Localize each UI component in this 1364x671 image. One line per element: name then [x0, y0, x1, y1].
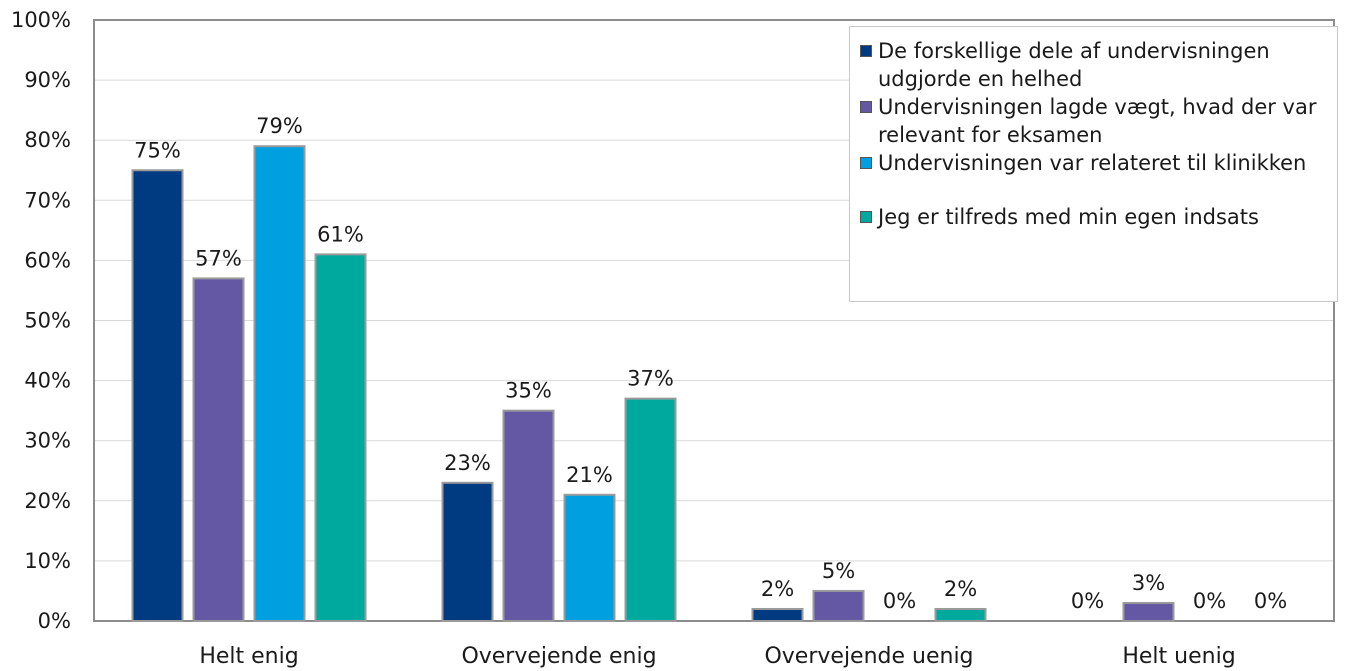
bar — [1122, 601, 1175, 622]
plot-area-border — [93, 19, 1335, 622]
x-category-label: Overvejende uenig — [764, 644, 973, 669]
bar — [624, 397, 677, 622]
bar — [131, 169, 184, 622]
bar-value-label: 57% — [195, 246, 242, 270]
bar — [502, 409, 555, 622]
bar-value-label: 0% — [883, 589, 916, 613]
legend-item-2: Undervisningen lagde vægt, hvad der var … — [858, 93, 1331, 149]
bar-series: 75% 57% 79% 61% 23% 35% 21% 37% 2% 5% 0% 2% 0% 3% 0% 0% — [131, 114, 1287, 623]
bar-value-label: 79% — [256, 114, 303, 138]
legend-label-3: Undervisningen var relateret til klinikk… — [878, 151, 1307, 175]
x-category-label: Helt uenig — [1122, 644, 1235, 669]
y-tick-label: 50% — [24, 309, 71, 333]
legend-swatch-2 — [860, 101, 872, 113]
bar-value-label: 23% — [444, 451, 491, 475]
bar-value-label: 3% — [1132, 571, 1165, 595]
y-tick-label: 40% — [24, 369, 71, 393]
bar-value-label: 21% — [566, 463, 613, 487]
bar-value-label: 35% — [505, 379, 552, 403]
bar-value-label: 0% — [1254, 589, 1287, 613]
bar-value-label: 2% — [944, 577, 977, 601]
y-tick-label: 80% — [24, 128, 71, 152]
legend-item-4: Jeg er tilfreds med min egen indsats — [858, 203, 1331, 231]
legend-swatch-4 — [860, 211, 872, 223]
x-category-label: Helt enig — [199, 644, 298, 669]
bar-value-label: 0% — [1193, 589, 1226, 613]
legend-item-1: De forskellige dele af undervisningen ud… — [858, 37, 1331, 93]
y-tick-label: 30% — [24, 429, 71, 453]
y-tick-label: 0% — [38, 609, 71, 633]
bar-value-label: 61% — [317, 222, 364, 246]
bar — [934, 607, 987, 622]
legend-label-2: Undervisningen lagde vægt, hvad der var … — [878, 95, 1317, 147]
x-axis-labels: Helt enig Overvejende enig Overvejende uen… — [199, 644, 1235, 669]
legend-label-4: Jeg er tilfreds med min egen indsats — [878, 205, 1259, 229]
y-tick-label: 90% — [24, 68, 71, 92]
y-tick-label: 100% — [11, 8, 71, 32]
bar-value-label: 2% — [761, 577, 794, 601]
bar-value-label: 37% — [627, 367, 674, 391]
y-axis-ticks: 0% 10% 20% 30% 40% 50% 60% 70% 80% 90% 100% — [11, 8, 71, 633]
x-category-label: Overvejende enig — [461, 644, 656, 669]
legend-label-1: De forskellige dele af undervisningen ud… — [878, 39, 1270, 91]
bar — [751, 607, 804, 622]
bar-value-label: 5% — [822, 559, 855, 583]
bar — [812, 589, 865, 623]
bar — [253, 145, 306, 623]
legend-swatch-3 — [860, 157, 872, 169]
bar-value-label: 75% — [134, 138, 181, 162]
legend-item-3: Undervisningen var relateret til klinikk… — [858, 149, 1331, 177]
bar-value-label: 0% — [1071, 589, 1104, 613]
legend-swatch-1 — [860, 45, 872, 57]
y-tick-label: 60% — [24, 248, 71, 272]
y-tick-label: 10% — [24, 549, 71, 573]
y-tick-label: 20% — [24, 489, 71, 513]
y-tick-label: 70% — [24, 188, 71, 212]
bar — [563, 493, 616, 623]
legend: De forskellige dele af undervisningen ud… — [849, 26, 1338, 302]
bar — [441, 481, 494, 622]
bar — [314, 253, 367, 622]
bar — [192, 277, 245, 622]
